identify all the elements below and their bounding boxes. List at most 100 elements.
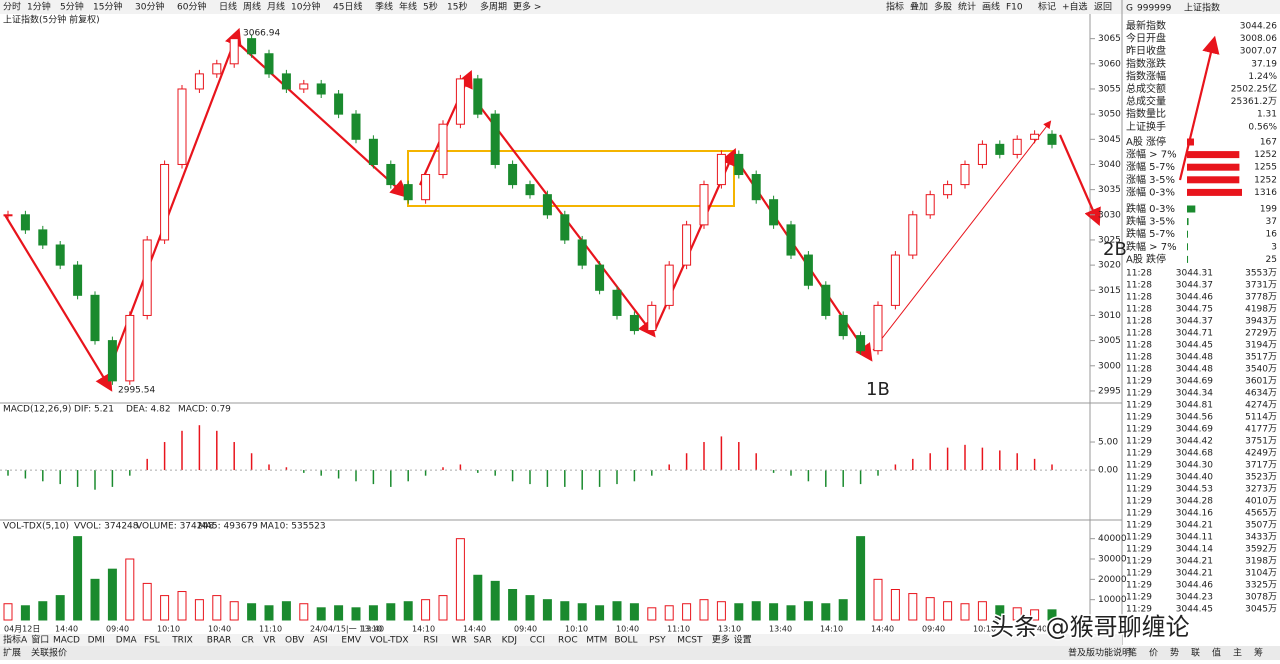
toolbar-button[interactable]: 标记 <box>1038 1 1056 13</box>
candle <box>38 229 48 246</box>
status-tab[interactable]: 关联报价 <box>31 647 67 659</box>
toolbar-button[interactable]: 返回 <box>1094 1 1112 13</box>
toolbar-button[interactable]: 多股 <box>934 1 952 13</box>
tick-price: 3044.53 <box>1176 485 1213 495</box>
x-tick-label: 14:10 <box>412 625 435 634</box>
quote-value: 3007.07 <box>1240 47 1277 57</box>
volume-bar <box>38 601 48 621</box>
status-tab[interactable]: 主 <box>1233 647 1242 659</box>
toolbar-tab[interactable]: 5分钟 <box>60 1 84 13</box>
indicator-tab[interactable]: BOLL <box>614 636 637 646</box>
toolbar-button[interactable]: 指标 <box>886 1 904 13</box>
status-link[interactable]: 普及版功能说明 <box>1068 647 1131 659</box>
tick-price: 3044.28 <box>1176 497 1213 507</box>
toolbar-tab[interactable]: 月线 <box>267 1 285 13</box>
breadth-bar <box>1187 243 1188 251</box>
candle <box>838 314 848 337</box>
toolbar-tab[interactable]: 60分钟 <box>177 1 206 13</box>
indicator-tab[interactable]: EMV <box>341 636 361 646</box>
tick-price: 3044.45 <box>1176 605 1213 615</box>
tick-volume: 3731万 <box>1245 281 1277 291</box>
toolbar-tab[interactable]: 45日线 <box>333 1 362 13</box>
breadth-value: 199 <box>1260 205 1277 215</box>
toolbar-tab[interactable]: 周线 <box>243 1 261 13</box>
tick-volume: 3045万 <box>1245 605 1277 615</box>
indicator-tab[interactable]: VR <box>263 636 275 646</box>
candle <box>890 254 900 306</box>
toolbar-tab[interactable]: 15秒 <box>447 1 467 13</box>
candle <box>977 143 987 165</box>
toolbar-button[interactable]: 统计 <box>958 1 976 13</box>
toolbar-tab[interactable]: 更多 > <box>513 1 541 13</box>
y-tick-label: 3040 <box>1098 160 1121 170</box>
indicator-tab[interactable]: MTM <box>586 636 607 646</box>
indicator-tab[interactable]: WR <box>452 636 467 646</box>
toolbar-tab[interactable]: 15分钟 <box>93 1 122 13</box>
x-tick-label: 10:10 <box>973 625 996 634</box>
tick-price: 3044.42 <box>1176 437 1213 447</box>
indicator-tab[interactable]: MACD <box>53 636 80 646</box>
status-tab[interactable]: 联 <box>1191 648 1200 659</box>
indicator-tab[interactable]: DMA <box>116 636 138 646</box>
indicator-tab[interactable]: ASI <box>313 636 328 646</box>
indicator-tab[interactable]: KDJ <box>502 636 517 646</box>
indicator-tab[interactable]: ROC <box>558 636 578 646</box>
indicator-tab[interactable]: MCST <box>677 636 703 646</box>
x-tick-label: 04月12日 <box>4 625 40 634</box>
indicator-tab[interactable]: PSY <box>649 636 666 646</box>
candle <box>421 174 431 201</box>
candle <box>73 264 83 296</box>
status-tab[interactable]: 价 <box>1149 648 1158 659</box>
toolbar-tab[interactable]: 分时 <box>3 1 21 13</box>
x-tick-label: 10:40 <box>208 625 231 634</box>
tick-price: 3044.46 <box>1176 581 1213 591</box>
toolbar-tab[interactable]: 10分钟 <box>291 1 320 13</box>
indicator-tab[interactable]: 指标A <box>3 634 28 646</box>
indicator-tab[interactable]: FSL <box>144 636 160 646</box>
toolbar-tab[interactable]: 多周期 <box>480 1 507 13</box>
indicator-tab[interactable]: CR <box>241 636 254 646</box>
indicator-tab[interactable]: CCI <box>530 636 545 646</box>
legend-item: DIF: 5.21 <box>74 405 114 415</box>
tick-time: 11:29 <box>1126 521 1152 531</box>
indicator-tab[interactable]: RSI <box>423 636 438 646</box>
toolbar-tab[interactable]: 5秒 <box>423 1 438 13</box>
indicator-tab[interactable]: SAR <box>473 636 491 646</box>
tick-time: 11:29 <box>1126 509 1152 519</box>
candle <box>821 284 831 316</box>
status-tab[interactable]: 值 <box>1212 647 1221 659</box>
indicator-tab[interactable]: 设置 <box>734 635 752 646</box>
tick-time: 11:29 <box>1126 593 1152 603</box>
indicator-tab[interactable]: DMI <box>88 636 105 646</box>
arrows <box>4 27 1220 392</box>
toolbar-tab[interactable]: 1分钟 <box>27 1 51 13</box>
indicator-tab[interactable]: 窗口 <box>31 634 49 646</box>
toolbar-tab[interactable]: 30分钟 <box>135 1 164 13</box>
toolbar-button[interactable]: +自选 <box>1062 1 1088 13</box>
toolbar-tab[interactable]: 年线 <box>399 1 417 13</box>
status-tab[interactable]: 筹 <box>1254 647 1263 659</box>
toolbar-bg <box>0 0 1280 14</box>
candle <box>455 78 465 125</box>
breadth-label: 跌幅 3-5% <box>1126 215 1175 228</box>
status-tab[interactable]: 扩展 <box>3 647 21 659</box>
panel-title: VOL-TDX(5,10) <box>3 522 69 532</box>
volume-bar <box>316 607 326 621</box>
status-tab[interactable]: 笔 <box>1128 647 1137 659</box>
toolbar-tab[interactable]: 季线 <box>375 1 393 13</box>
indicator-tab[interactable]: BRAR <box>207 636 231 646</box>
indicator-tab[interactable]: TRIX <box>171 636 193 646</box>
status-tab[interactable]: 势 <box>1170 647 1179 659</box>
toolbar-button[interactable]: 画线 <box>982 1 1000 13</box>
candle <box>490 113 500 165</box>
toolbar-tab[interactable]: 日线 <box>219 1 237 13</box>
indicator-tab[interactable]: VOL-TDX <box>370 636 409 646</box>
indicator-tab[interactable]: 更多 <box>712 634 730 646</box>
x-tick-label: 13:40 <box>361 625 384 634</box>
indicator-tab[interactable]: OBV <box>285 636 305 646</box>
toolbar-button[interactable]: F10 <box>1006 3 1023 13</box>
breadth-value: 167 <box>1260 138 1277 148</box>
toolbar-button[interactable]: 叠加 <box>910 2 928 13</box>
y-tick-label: 3060 <box>1098 59 1121 69</box>
